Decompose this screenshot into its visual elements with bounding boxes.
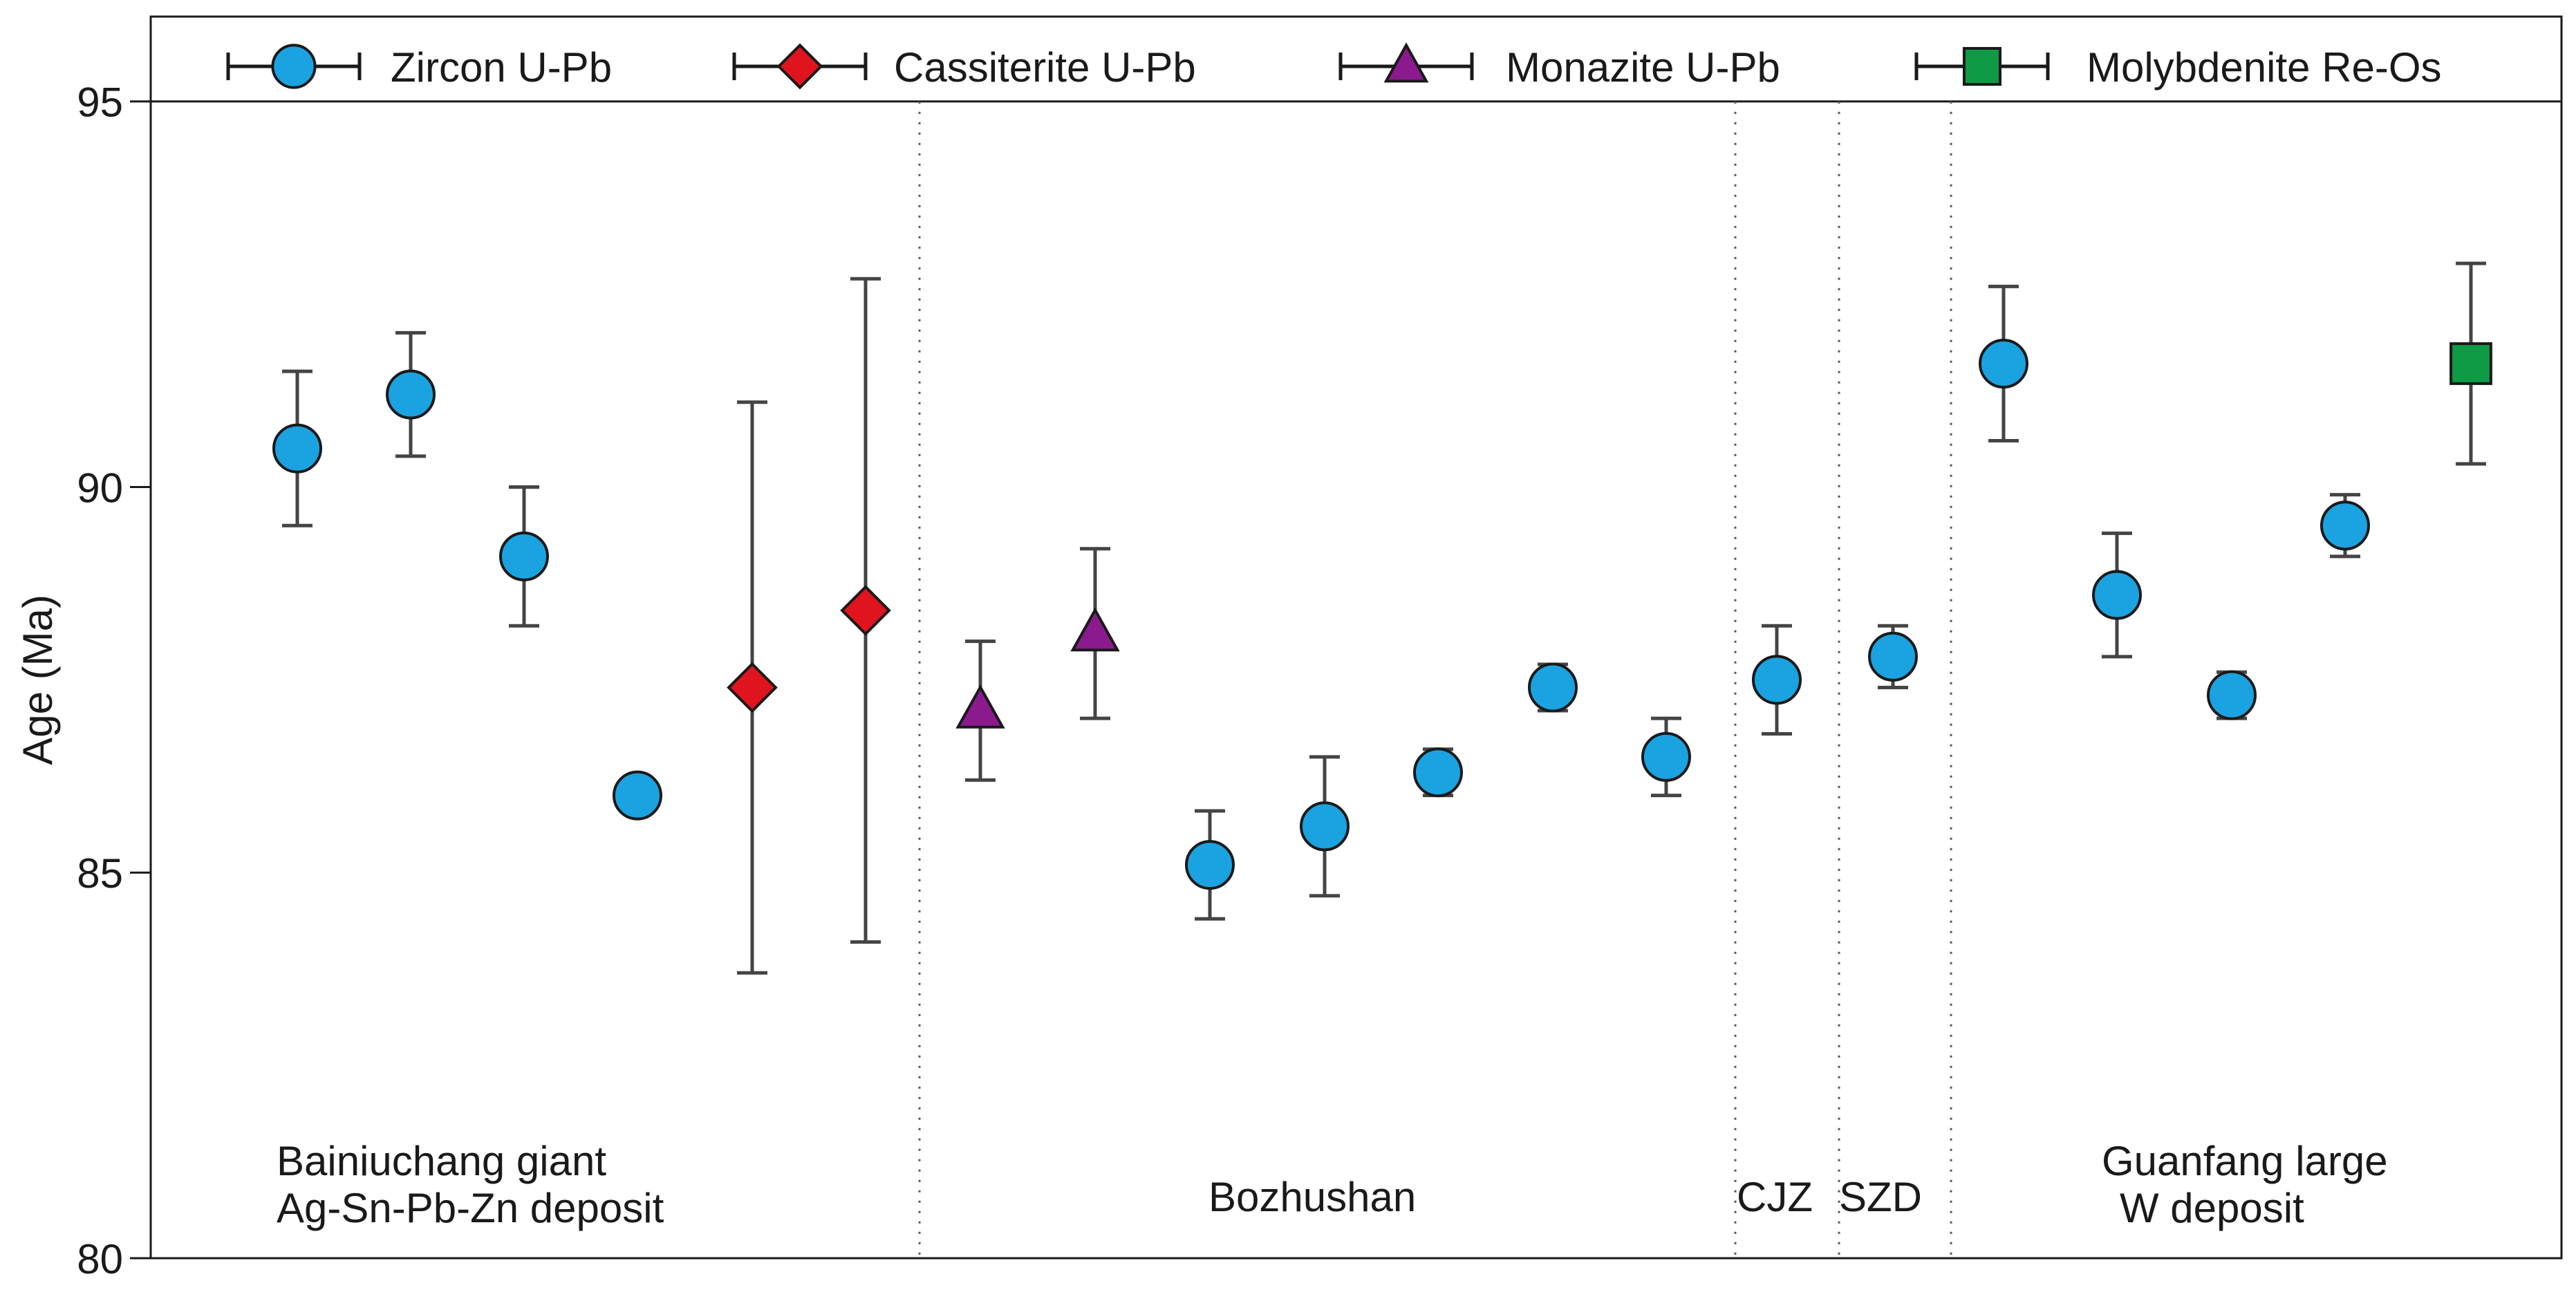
data-point-circle xyxy=(2092,570,2142,620)
data-point-diamond xyxy=(840,585,891,636)
y-tick-label: 80 xyxy=(77,1236,123,1282)
data-point-circle xyxy=(1185,840,1235,890)
legend-label: Zircon U-Pb xyxy=(391,44,612,91)
group-label: Bainiuchang giant xyxy=(277,1138,606,1184)
data-point-circle xyxy=(272,423,322,474)
y-tick-label: 85 xyxy=(77,850,123,897)
data-point-circle xyxy=(1413,747,1463,798)
data-point-circle xyxy=(613,770,662,821)
legend-label: Cassiterite U-Pb xyxy=(894,44,1196,91)
group-label: W deposit xyxy=(2120,1185,2304,1231)
group-label: Bozhushan xyxy=(1208,1174,1416,1220)
group-label: SZD xyxy=(1839,1174,1922,1220)
data-point-circle xyxy=(1979,338,2028,389)
data-point-circle xyxy=(499,531,549,581)
legend-label: Monazite U-Pb xyxy=(1506,44,1780,91)
group-label: Guanfang large xyxy=(2102,1138,2388,1184)
data-point-circle xyxy=(386,369,436,420)
legend-marker-diamond xyxy=(776,43,823,90)
group-label: Ag-Sn-Pb-Zn deposit xyxy=(277,1185,664,1231)
data-point-circle xyxy=(1300,801,1350,852)
data-point-diamond xyxy=(727,662,778,713)
y-tick-label: 95 xyxy=(77,80,123,126)
plot-frame xyxy=(149,15,2563,1260)
legend-marker-triangle xyxy=(1383,42,1429,83)
legend-marker-circle xyxy=(271,44,317,89)
data-point-circle xyxy=(1641,731,1691,782)
data-point-circle xyxy=(1528,662,1578,713)
data-point-circle xyxy=(1868,631,1918,682)
data-point-circle xyxy=(2207,670,2257,720)
data-point-triangle xyxy=(955,684,1005,729)
group-label: CJZ xyxy=(1737,1174,1813,1220)
legend-marker-square xyxy=(1962,46,2002,86)
data-point-circle xyxy=(1752,655,1802,705)
y-tick-label: 90 xyxy=(77,465,123,511)
plot-area: 80 85 90 95 Age (Ma) Bainiuchang giantAg-Sn-P… xyxy=(15,15,2563,1282)
legend-label: Molybdenite Re-Os xyxy=(2087,44,2442,91)
y-axis-label: Age (Ma) xyxy=(15,595,61,765)
data-point-circle xyxy=(2320,501,2370,551)
data-point-square xyxy=(2449,342,2492,385)
data-point-triangle xyxy=(1070,607,1120,652)
